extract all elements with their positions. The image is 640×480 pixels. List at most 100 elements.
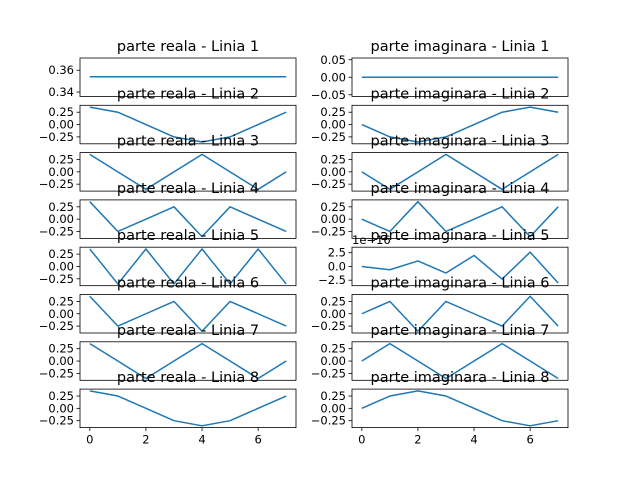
axes-frame — [79, 294, 297, 334]
y-tick-label: −0.25 — [39, 272, 74, 286]
y-tick-label: 0.25 — [48, 247, 74, 261]
y-tick-label: 0.00 — [48, 354, 74, 368]
y-tick-label: 0.25 — [320, 342, 346, 356]
series-line — [361, 106, 559, 143]
x-tick-label: 0 — [358, 433, 365, 447]
axes-frame — [351, 388, 569, 429]
axes-frame — [79, 57, 297, 97]
axes-frame — [351, 152, 569, 192]
y-tick-label: −0.25 — [311, 130, 346, 144]
axes-frame — [351, 57, 569, 97]
subplot-title: parte reala - Linia 5 — [117, 228, 259, 244]
axes-frame — [79, 388, 297, 429]
y-tick-label: 0.25 — [320, 294, 346, 308]
subplot-title: parte imaginara - Linia 4 — [371, 181, 550, 197]
y-tick-label: 0.00 — [320, 212, 346, 226]
y-tick-label: 0.00 — [320, 401, 346, 415]
series-line — [361, 251, 559, 284]
subplot-title: parte reala - Linia 2 — [117, 86, 259, 102]
series-line — [89, 390, 287, 427]
y-tick-label: 0.25 — [48, 153, 74, 167]
subplot-title: parte reala - Linia 3 — [117, 134, 259, 150]
x-tick-label: 0 — [86, 433, 93, 447]
subplot-3: −0.250.000.25 parte reala - Linia 2 — [39, 86, 297, 145]
subplot-12: −0.250.000.25 parte imaginara - Linia 6 — [311, 276, 569, 334]
y-tick-label: −0.25 — [39, 224, 74, 238]
y-tick-label: 0.00 — [48, 307, 74, 321]
y-tick-label: −0.05 — [311, 88, 346, 102]
y-tick-label: −0.25 — [311, 319, 346, 333]
y-tick-label: 0.00 — [48, 118, 74, 132]
subplot-15: −0.250.000.25 0 2 4 6 parte reala - Linia 8 — [39, 370, 297, 447]
axes-frame — [79, 246, 297, 287]
subplot-title: parte imaginara - Linia 5 — [371, 228, 550, 244]
y-tick-label: 2.5 — [328, 246, 346, 260]
y-tick-label: −0.25 — [311, 366, 346, 380]
y-tick-label: −0.25 — [39, 366, 74, 380]
subplot-title: parte imaginara - Linia 1 — [371, 39, 550, 55]
y-tick-label: 0.05 — [320, 53, 346, 67]
axes-frame — [79, 104, 297, 145]
subplot-title: parte imaginara - Linia 3 — [371, 134, 550, 150]
y-tick-label: −0.25 — [311, 224, 346, 238]
series-line — [89, 153, 287, 191]
y-tick-label: −2.5 — [318, 273, 346, 287]
y-tick-label: 0.25 — [48, 294, 74, 308]
axes-frame — [351, 341, 569, 381]
y-tick-label: 0.00 — [48, 212, 74, 226]
y-tick-label: 0.00 — [320, 165, 346, 179]
axes-frame — [351, 246, 569, 287]
subplot-title: parte imaginara - Linia 7 — [371, 323, 550, 339]
y-tick-label: 0.00 — [320, 70, 346, 84]
y-tick-label: 0.00 — [320, 118, 346, 132]
subplot-title: parte imaginara - Linia 8 — [371, 370, 550, 386]
y-tick-label: −0.25 — [39, 319, 74, 333]
series-line — [89, 106, 287, 143]
y-tick-label: −0.25 — [311, 414, 346, 428]
series-line — [89, 295, 287, 332]
axes-frame — [351, 104, 569, 145]
x-tick-label: 4 — [470, 433, 477, 447]
subplot-title: parte reala - Linia 4 — [117, 181, 259, 197]
y-tick-label: −0.25 — [39, 177, 74, 191]
series-line — [361, 390, 559, 427]
subplot-7: −0.250.000.25 parte reala - Linia 4 — [39, 181, 297, 239]
y-tick-label: −0.25 — [39, 414, 74, 428]
subplot-11: −0.250.000.25 parte reala - Linia 6 — [39, 276, 297, 334]
subplot-title: parte reala - Linia 6 — [117, 276, 259, 292]
y-tick-label: 0.25 — [48, 200, 74, 214]
y-tick-label: 0.25 — [320, 105, 346, 119]
subplot-2: −0.05 0.00 0.05 parte imaginara - Linia 1 — [311, 39, 569, 102]
x-tick-label: 4 — [198, 433, 205, 447]
subplot-title: parte reala - Linia 1 — [117, 39, 259, 55]
series-line — [361, 200, 559, 238]
series-line — [89, 248, 287, 285]
series-line — [361, 153, 559, 191]
y-tick-label: 0.00 — [48, 401, 74, 415]
subplot-13: −0.250.000.25 parte reala - Linia 7 — [39, 323, 297, 381]
y-tick-label: −0.25 — [39, 130, 74, 144]
subplot-14: −0.250.000.25 parte imaginara - Linia 7 — [311, 323, 569, 381]
x-tick-label: 2 — [142, 433, 149, 447]
series-line — [361, 295, 559, 332]
subplot-title: parte imaginara - Linia 2 — [371, 86, 550, 102]
x-tick-label: 6 — [254, 433, 261, 447]
y-tick-label: 0.36 — [48, 63, 74, 77]
subplot-1: 0.34 0.36 parte reala - Linia 1 — [48, 39, 297, 99]
x-tick-label: 6 — [526, 433, 533, 447]
axes-frame — [351, 294, 569, 334]
subplot-title: parte reala - Linia 7 — [117, 323, 259, 339]
subplot-6: −0.250.000.25 parte imaginara - Linia 3 — [311, 134, 569, 192]
y-tick-label: −0.25 — [311, 177, 346, 191]
subplot-title: parte reala - Linia 8 — [117, 370, 259, 386]
axes-frame — [351, 199, 569, 239]
y-tick-label: 0.00 — [320, 354, 346, 368]
axes-frame — [79, 152, 297, 192]
y-tick-label: 0.0 — [328, 259, 346, 273]
series-line — [89, 342, 287, 380]
subplot-16: −0.250.000.25 0 2 4 6 parte imaginara - Linia… — [311, 370, 569, 447]
axes-frame — [79, 341, 297, 381]
y-tick-label: 0.34 — [48, 85, 74, 99]
